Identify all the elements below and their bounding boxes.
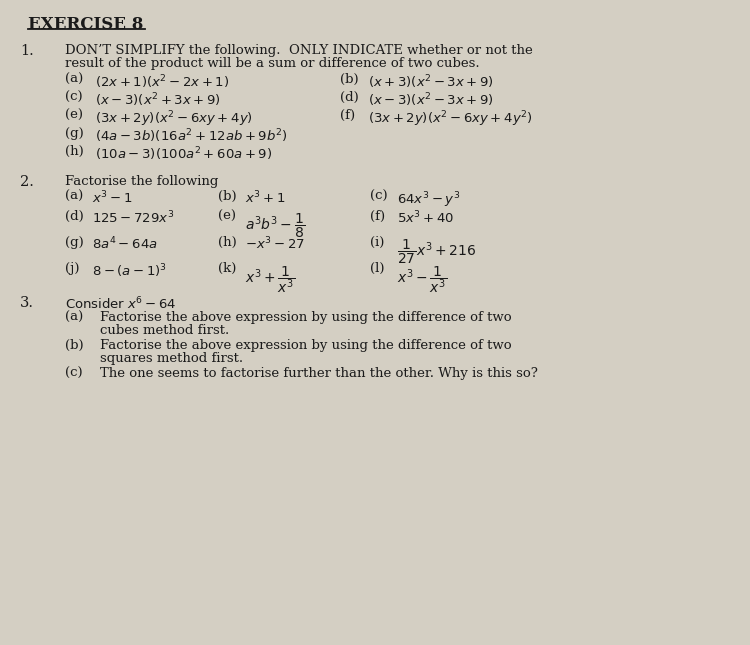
Text: $64x^3-y^3$: $64x^3-y^3$: [397, 190, 460, 210]
Text: $x^3+1$: $x^3+1$: [245, 190, 286, 206]
Text: Factorise the above expression by using the difference of two: Factorise the above expression by using …: [100, 339, 512, 352]
Text: $(10a-3)(100a^2+60a+9)$: $(10a-3)(100a^2+60a+9)$: [95, 145, 272, 163]
Text: $x^3+\dfrac{1}{x^3}$: $x^3+\dfrac{1}{x^3}$: [245, 264, 296, 295]
Text: result of the product will be a sum or difference of two cubes.: result of the product will be a sum or d…: [65, 57, 480, 70]
Text: (g): (g): [65, 127, 84, 140]
Text: (h): (h): [65, 145, 84, 158]
Text: (b): (b): [340, 73, 358, 86]
Text: (g): (g): [65, 236, 84, 249]
Text: (j): (j): [65, 262, 80, 275]
Text: (k): (k): [218, 262, 236, 275]
Text: The one seems to factorise further than the other. Why is this so?: The one seems to factorise further than …: [100, 367, 538, 380]
Text: $(2x+1)(x^2-2x+1)$: $(2x+1)(x^2-2x+1)$: [95, 73, 230, 90]
Text: 3.: 3.: [20, 296, 34, 310]
Text: 1.: 1.: [20, 44, 34, 58]
Text: Factorise the above expression by using the difference of two: Factorise the above expression by using …: [100, 311, 512, 324]
Text: (c): (c): [65, 91, 82, 104]
Text: cubes method first.: cubes method first.: [100, 324, 230, 337]
Text: EXERCISE 8: EXERCISE 8: [28, 16, 143, 33]
Text: (b): (b): [218, 190, 237, 203]
Text: $x^3-\dfrac{1}{x^3}$: $x^3-\dfrac{1}{x^3}$: [397, 264, 447, 295]
Text: (h): (h): [218, 236, 237, 249]
Text: (e): (e): [65, 109, 83, 122]
Text: $x^3-1$: $x^3-1$: [92, 190, 133, 206]
Text: (d): (d): [65, 210, 84, 223]
Text: $(x+3)(x^2-3x+9)$: $(x+3)(x^2-3x+9)$: [368, 73, 494, 90]
Text: Consider $x^6-64$: Consider $x^6-64$: [65, 296, 176, 313]
Text: (a): (a): [65, 311, 83, 324]
Text: $(x-3)(x^2-3x+9)$: $(x-3)(x^2-3x+9)$: [368, 91, 494, 108]
Text: (d): (d): [340, 91, 358, 104]
Text: (c): (c): [370, 190, 388, 203]
Text: Factorise the following: Factorise the following: [65, 175, 218, 188]
Text: $(4a-3b)(16a^2+12ab+9b^2)$: $(4a-3b)(16a^2+12ab+9b^2)$: [95, 127, 288, 144]
Text: $a^3b^3-\dfrac{1}{8}$: $a^3b^3-\dfrac{1}{8}$: [245, 212, 305, 241]
Text: $\dfrac{1}{27}x^3+216$: $\dfrac{1}{27}x^3+216$: [397, 238, 476, 266]
Text: (f): (f): [340, 109, 356, 122]
Text: $(3x+2y)(x^2-6xy+4y)$: $(3x+2y)(x^2-6xy+4y)$: [95, 109, 253, 128]
Text: (a): (a): [65, 190, 83, 203]
Text: $-x^3-27$: $-x^3-27$: [245, 236, 304, 253]
Text: (l): (l): [370, 262, 385, 275]
Text: $8-(a-1)^3$: $8-(a-1)^3$: [92, 262, 167, 279]
Text: (c): (c): [65, 367, 82, 380]
Text: squares method first.: squares method first.: [100, 352, 243, 365]
Text: $8a^4-64a$: $8a^4-64a$: [92, 236, 158, 253]
Text: (a): (a): [65, 73, 83, 86]
Text: $(3x+2y)(x^2-6xy+4y^2)$: $(3x+2y)(x^2-6xy+4y^2)$: [368, 109, 532, 128]
Text: 2.: 2.: [20, 175, 34, 189]
Text: DON’T SIMPLIFY the following.  ONLY INDICATE whether or not the: DON’T SIMPLIFY the following. ONLY INDIC…: [65, 44, 532, 57]
Text: (b): (b): [65, 339, 84, 352]
Text: (i): (i): [370, 236, 384, 249]
Text: (f): (f): [370, 210, 386, 223]
Text: $(x-3)(x^2+3x+9)$: $(x-3)(x^2+3x+9)$: [95, 91, 221, 108]
Text: $125-729x^3$: $125-729x^3$: [92, 210, 174, 226]
Text: (e): (e): [218, 210, 236, 223]
Text: $5x^3+40$: $5x^3+40$: [397, 210, 454, 226]
